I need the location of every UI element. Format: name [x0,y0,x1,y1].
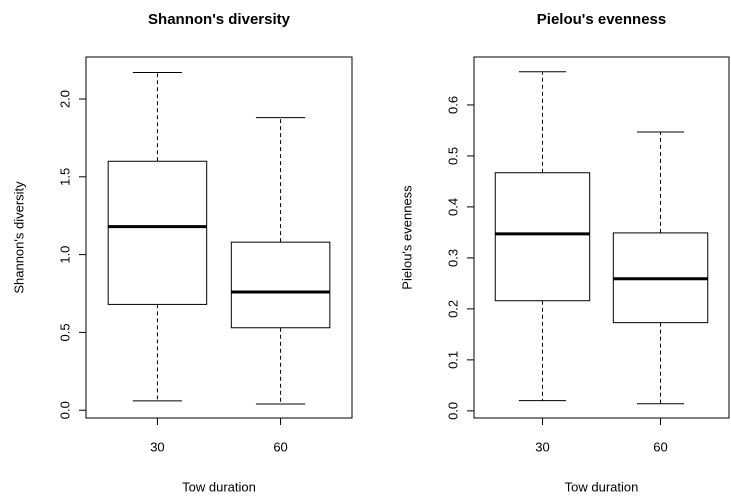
y-tick-label: 0.5 [445,147,460,165]
y-tick-label: 0.0 [445,402,460,420]
x-tick-label: 60 [273,439,287,454]
y-tick-label: 1.0 [57,246,72,264]
y-tick-label: 0.4 [445,198,460,216]
chart-title: Pielou's evenness [537,11,666,28]
y-tick-label: 1.5 [57,168,72,186]
y-tick-label: 0.3 [445,249,460,267]
y-tick-label: 0.5 [57,323,72,341]
y-tick-label: 0.2 [445,300,460,318]
box [107,160,208,305]
y-tick-label: 0.6 [445,96,460,114]
y-tick-label: 0.0 [57,401,72,419]
x-tick-label: 30 [150,439,164,454]
y-tick-label: 2.0 [57,90,72,108]
chart-title: Shannon's diversity [148,11,291,28]
x-axis-label: Tow duration [182,479,256,494]
x-tick-label: 60 [653,439,667,454]
x-axis-label: Tow duration [565,479,639,494]
y-axis-label: Pielou's evenness [399,185,414,290]
box [230,241,331,329]
x-tick-label: 30 [535,439,549,454]
y-axis-label: Shannon's diversity [11,181,26,294]
box [494,172,591,302]
y-tick-label: 0.1 [445,351,460,369]
